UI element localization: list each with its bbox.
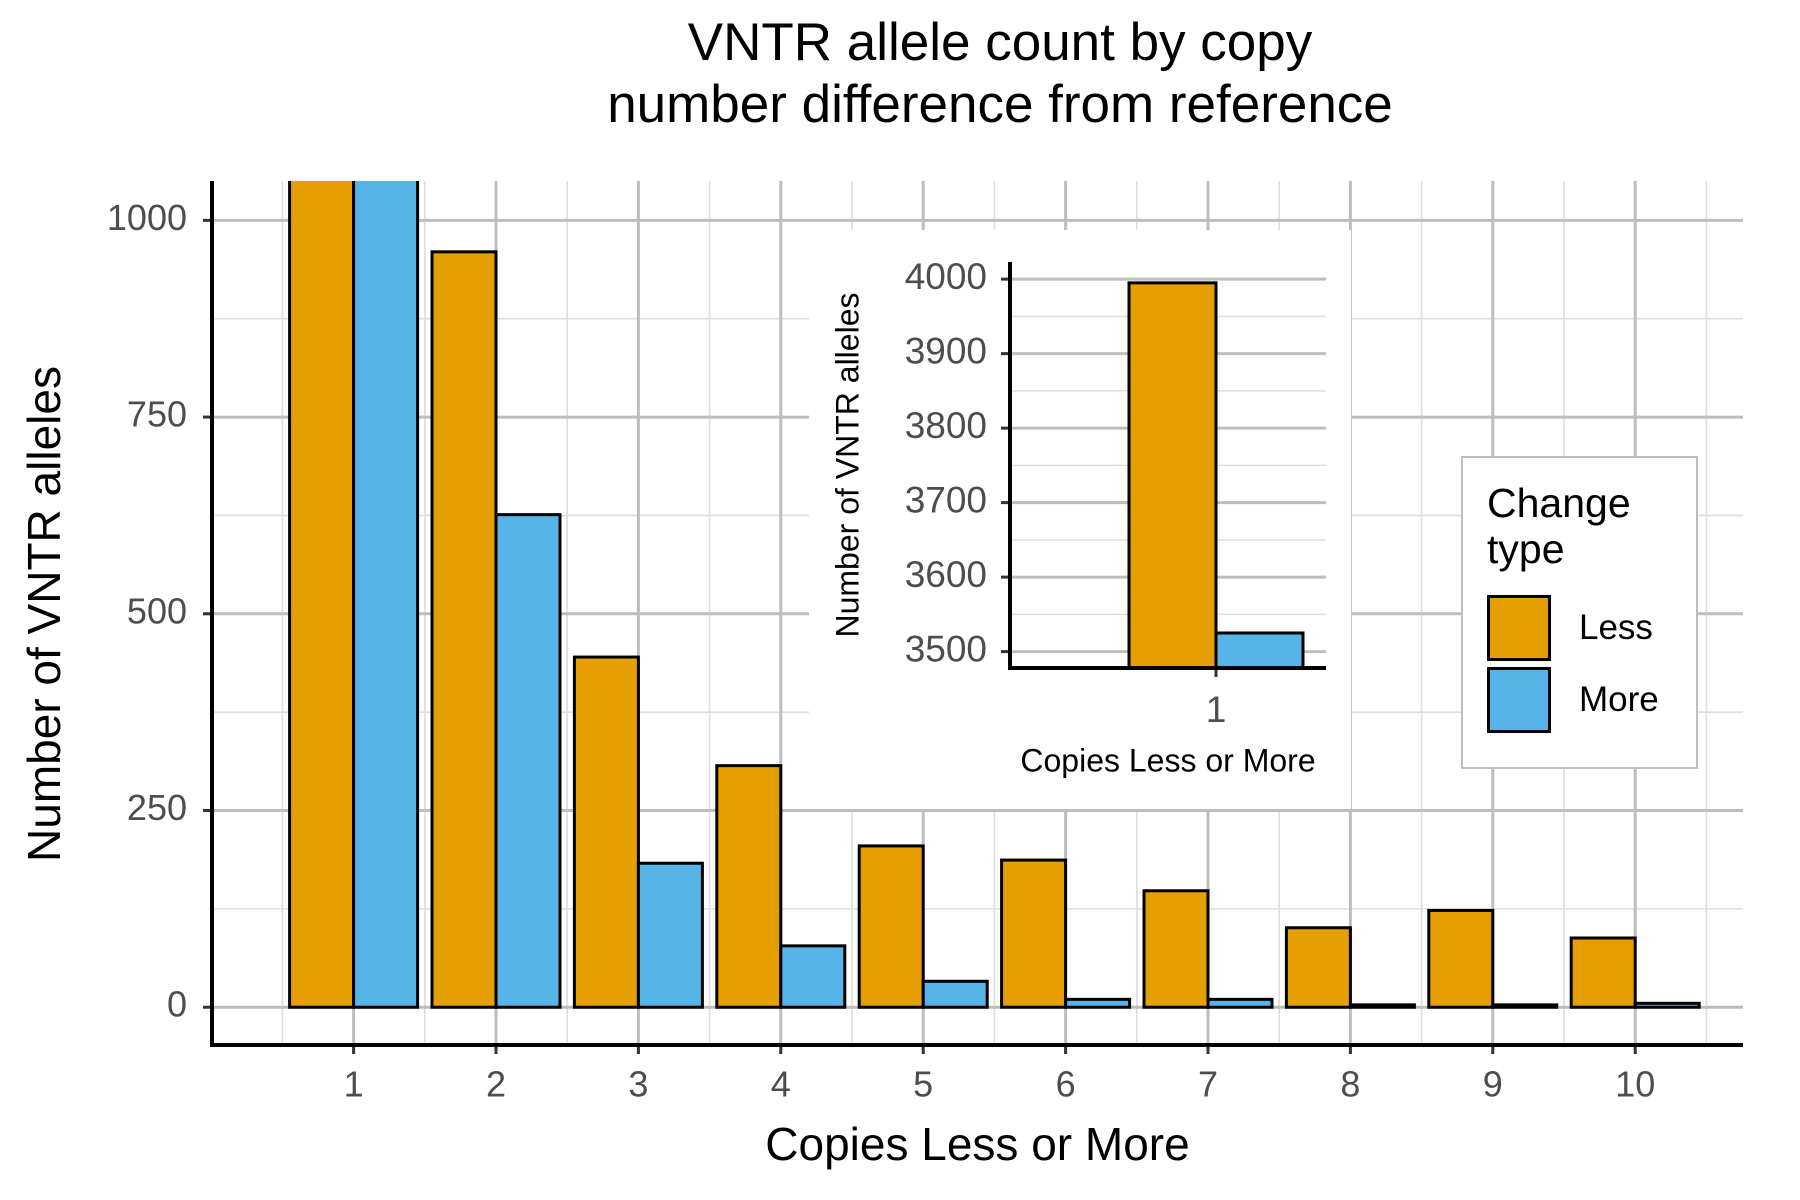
bar (1427, 908, 1495, 1009)
y-tick-label: 250 (127, 787, 187, 828)
y-tick-label: 0 (167, 984, 187, 1025)
y-axis-title: Number of VNTR alleles (18, 366, 70, 862)
bar (1214, 631, 1305, 668)
legend-item: More (1487, 664, 1672, 736)
bar (1127, 281, 1218, 668)
bar (636, 861, 704, 1009)
y-tick-label: 500 (127, 590, 187, 631)
legend-swatch (1487, 595, 1551, 661)
legend-swatch (1487, 667, 1551, 733)
bars (288, 181, 1701, 1009)
bar (1284, 926, 1352, 1009)
bar (1633, 1001, 1701, 1009)
y-tick-label: 3800 (905, 405, 987, 446)
y-tick-label: 4000 (905, 256, 987, 297)
x-tick-label: 7 (1198, 1064, 1218, 1105)
bar (1206, 997, 1274, 1009)
x-tick-label: 1 (344, 1064, 364, 1105)
x-tick-label: 9 (1483, 1064, 1503, 1105)
bar (1491, 1003, 1559, 1009)
legend-label: Less (1579, 608, 1653, 647)
bar (715, 764, 783, 1009)
inset-background (809, 230, 1351, 809)
legend: Change type Less More (1461, 456, 1698, 769)
x-tick-label: 8 (1340, 1064, 1360, 1105)
x-tick-label: 6 (1056, 1064, 1076, 1105)
bar (288, 181, 356, 1009)
y-tick-label: 3900 (905, 330, 987, 371)
bar (1064, 997, 1132, 1009)
bar (1569, 936, 1637, 1009)
chart-title: VNTR allele count by copy number differe… (607, 13, 1393, 134)
bar (1000, 858, 1068, 1009)
bar (921, 979, 989, 1009)
bar (572, 655, 640, 1009)
bar (779, 944, 847, 1009)
bar (1142, 889, 1210, 1009)
y-tick-label: 750 (127, 394, 187, 435)
legend-label: More (1579, 680, 1659, 719)
bar (857, 844, 925, 1009)
bar (352, 181, 420, 1009)
x-tick-label: 5 (913, 1064, 933, 1105)
x-axis-title: Copies Less or More (1020, 742, 1315, 778)
x-tick-label: 10 (1615, 1064, 1655, 1105)
bar (494, 513, 562, 1009)
y-tick-label: 3500 (905, 628, 987, 669)
legend-title: Change type (1487, 480, 1631, 572)
x-tick-label: 2 (486, 1064, 506, 1105)
legend-item: Less (1487, 592, 1672, 664)
y-tick-label: 3600 (905, 554, 987, 595)
x-tick-label: 3 (628, 1064, 648, 1105)
y-tick-label: 1000 (107, 197, 187, 238)
y-axis-title: Number of VNTR alleles (829, 293, 865, 638)
x-tick-label: 4 (771, 1064, 791, 1105)
x-tick-label: 1 (1206, 689, 1227, 730)
bar (1348, 1003, 1416, 1009)
bar (430, 250, 498, 1009)
y-tick-label: 3700 (905, 479, 987, 520)
x-axis-title: Copies Less or More (765, 1118, 1189, 1170)
bars (1127, 281, 1305, 668)
